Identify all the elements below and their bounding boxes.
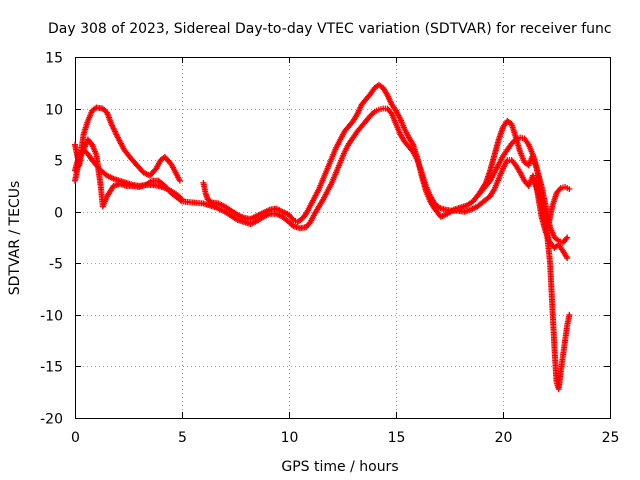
data-series-trace-d [200,81,573,393]
data-point [564,234,571,241]
data-point [566,186,573,193]
data-point-fill [387,109,394,116]
y-tick-label: -10 [40,309,63,325]
x-tick-label: 15 [388,430,406,446]
data-point [566,311,573,318]
x-tick-label: 25 [602,430,620,446]
y-tick-label: 5 [54,154,63,170]
y-tick-label: -15 [40,360,63,376]
data-point-fill [88,140,95,147]
y-tick-label: -20 [40,412,63,428]
grid-layer [75,57,610,418]
y-tick-label: -5 [49,257,63,273]
data-point-fill [563,235,570,242]
data-layer [72,81,573,393]
data-series-trace-a [72,104,183,184]
data-point [176,177,183,184]
x-axis-label: GPS time / hours [281,459,398,475]
data-point-fill [177,197,184,204]
y-tick-label: 10 [45,103,63,119]
x-tick-label: 0 [71,430,80,446]
data-point [564,255,571,262]
data-series-trace-f [532,177,573,231]
data-point-fill [556,186,563,193]
plot-frame [75,57,611,419]
y-tick-label: 15 [45,51,63,67]
tick-layer: 0 5 10 15 20 25 -20 -15 -10 -5 0 5 10 15 [40,51,619,447]
y-axis-label: SDTVAR / TECUs [7,181,23,296]
chart-title: Day 308 of 2023, Sidereal Day-to-day VTE… [48,21,612,37]
x-tick-label: 10 [281,430,299,446]
x-tick-label: 20 [495,430,513,446]
x-tick-label: 5 [178,430,187,446]
y-tick-label: 0 [54,206,63,222]
data-point-fill [289,215,296,222]
